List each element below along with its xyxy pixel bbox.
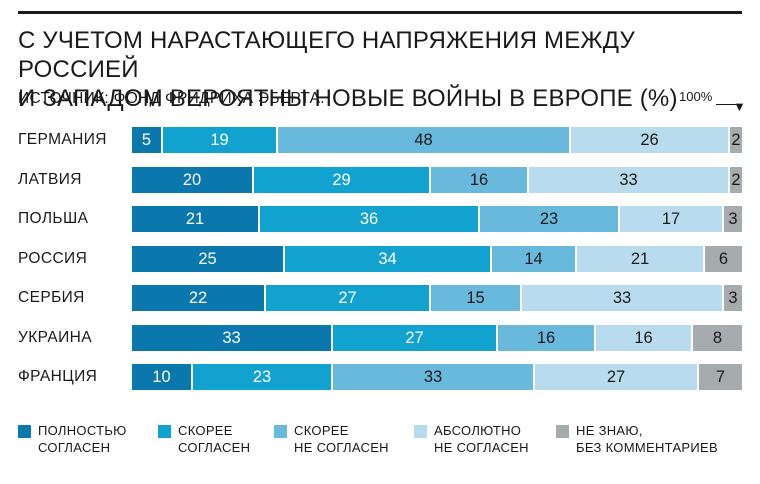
bar-row: 21 36 23 17 3 — [132, 206, 742, 232]
bar-segment: 33 — [522, 285, 722, 311]
bar-segment: 33 — [529, 167, 728, 193]
reference-line — [716, 104, 738, 105]
chart-title-line-2: И ЗАПАДОМ ВЕРОЯТНЫ НОВЫЕ ВОЙНЫ В ЕВРОПЕ … — [18, 85, 678, 112]
bar-segment: 25 — [132, 246, 283, 272]
legend-label-line-1: НЕ ЗНАЮ, — [576, 423, 643, 438]
bar-row: 10 23 33 27 7 — [132, 364, 742, 390]
bar-segment: 22 — [132, 285, 264, 311]
legend-swatch — [158, 425, 171, 438]
bar-segment: 16 — [596, 325, 691, 351]
arrow-down-icon: ▼ — [733, 99, 746, 114]
legend-label: НЕ ЗНАЮ, БЕЗ КОММЕНТАРИЕВ — [576, 422, 718, 456]
legend-label-line-1: АБСОЛЮТНО — [434, 423, 522, 438]
bar-row: 20 29 16 33 2 — [132, 167, 742, 193]
bar-segment: 16 — [431, 167, 527, 193]
reference-label: 100% — [679, 89, 713, 104]
bar-segment: 8 — [693, 325, 742, 351]
legend-label: СКОРЕЕ НЕ СОГЛАСЕН — [294, 422, 389, 456]
row-label: РОССИЯ — [18, 250, 88, 267]
bar-segment: 33 — [132, 325, 331, 351]
legend-label-line-1: СКОРЕЕ — [178, 423, 233, 438]
row-label: ЛАТВИЯ — [18, 171, 82, 188]
legend-label-line-1: СКОРЕЕ — [294, 423, 349, 438]
bar-segment: 14 — [492, 246, 575, 272]
bar-row: 25 34 14 21 6 — [132, 246, 742, 272]
legend-label-line-2: НЕ СОГЛАСЕН — [294, 440, 389, 455]
bar-row: 5 19 48 26 2 — [132, 127, 742, 153]
bar-segment: 27 — [535, 364, 697, 390]
bar-segment: 19 — [163, 127, 276, 153]
legend-label: СКОРЕЕ СОГЛАСЕН — [178, 422, 250, 456]
legend-swatch — [556, 425, 569, 438]
bar-segment: 17 — [620, 206, 722, 232]
bar-segment: 3 — [724, 206, 742, 232]
bar-segment: 2 — [730, 127, 742, 153]
top-rule — [18, 11, 742, 14]
bar-segment: 33 — [333, 364, 533, 390]
bar-segment: 29 — [254, 167, 429, 193]
row-label: ПОЛЬША — [18, 210, 89, 227]
bar-segment: 6 — [705, 246, 742, 272]
bar-segment: 20 — [132, 167, 252, 193]
legend: ПОЛНОСТЬЮ СОГЛАСЕН СКОРЕЕ СОГЛАСЕН СКОРЕЕ НЕ … — [18, 422, 748, 462]
bar-row: 33 27 16 16 8 — [132, 325, 742, 351]
bar-row: 22 27 15 33 3 — [132, 285, 742, 311]
source-note: ИСТОЧНИК: ФОНД ФРИДРИХА ЭБЕРТА. — [18, 90, 325, 107]
chart-title-line-1: С УЧЕТОМ НАРАСТАЮЩЕГО НАПРЯЖЕНИЯ МЕЖДУ Р… — [18, 27, 635, 83]
bar-segment: 2 — [730, 167, 742, 193]
legend-label-line-2: СОГЛАСЕН — [178, 440, 251, 455]
legend-swatch — [18, 425, 31, 438]
row-label: ФРАНЦИЯ — [18, 368, 98, 385]
row-label: УКРАИНА — [18, 329, 92, 346]
bar-segment: 5 — [132, 127, 161, 153]
bar-segment: 34 — [285, 246, 490, 272]
bar-segment: 27 — [333, 325, 496, 351]
bar-segment: 21 — [132, 206, 258, 232]
legend-label: ПОЛНОСТЬЮ СОГЛАСЕН — [38, 422, 127, 456]
bar-segment: 3 — [724, 285, 742, 311]
bar-segment: 16 — [498, 325, 594, 351]
legend-label-line-2: БЕЗ КОММЕНТАРИЕВ — [576, 440, 718, 455]
bar-segment: 36 — [260, 206, 478, 232]
bar-segment: 26 — [571, 127, 728, 153]
bar-segment: 7 — [699, 364, 742, 390]
legend-label: АБСОЛЮТНО НЕ СОГЛАСЕН — [434, 422, 529, 456]
bar-segment: 23 — [480, 206, 618, 232]
bar-segment: 10 — [132, 364, 191, 390]
bar-segment: 21 — [577, 246, 703, 272]
row-label: СЕРБИЯ — [18, 289, 85, 306]
row-label: ГЕРМАНИЯ — [18, 131, 107, 148]
legend-swatch — [274, 425, 287, 438]
chart-title: С УЧЕТОМ НАРАСТАЮЩЕГО НАПРЯЖЕНИЯ МЕЖДУ Р… — [18, 26, 738, 113]
bar-segment: 48 — [278, 127, 569, 153]
legend-swatch — [414, 425, 427, 438]
bar-segment: 23 — [193, 364, 331, 390]
legend-label-line-2: СОГЛАСЕН — [38, 440, 111, 455]
legend-label-line-1: ПОЛНОСТЬЮ — [38, 423, 127, 438]
legend-label-line-2: НЕ СОГЛАСЕН — [434, 440, 529, 455]
bar-segment: 27 — [266, 285, 429, 311]
bar-segment: 15 — [431, 285, 520, 311]
